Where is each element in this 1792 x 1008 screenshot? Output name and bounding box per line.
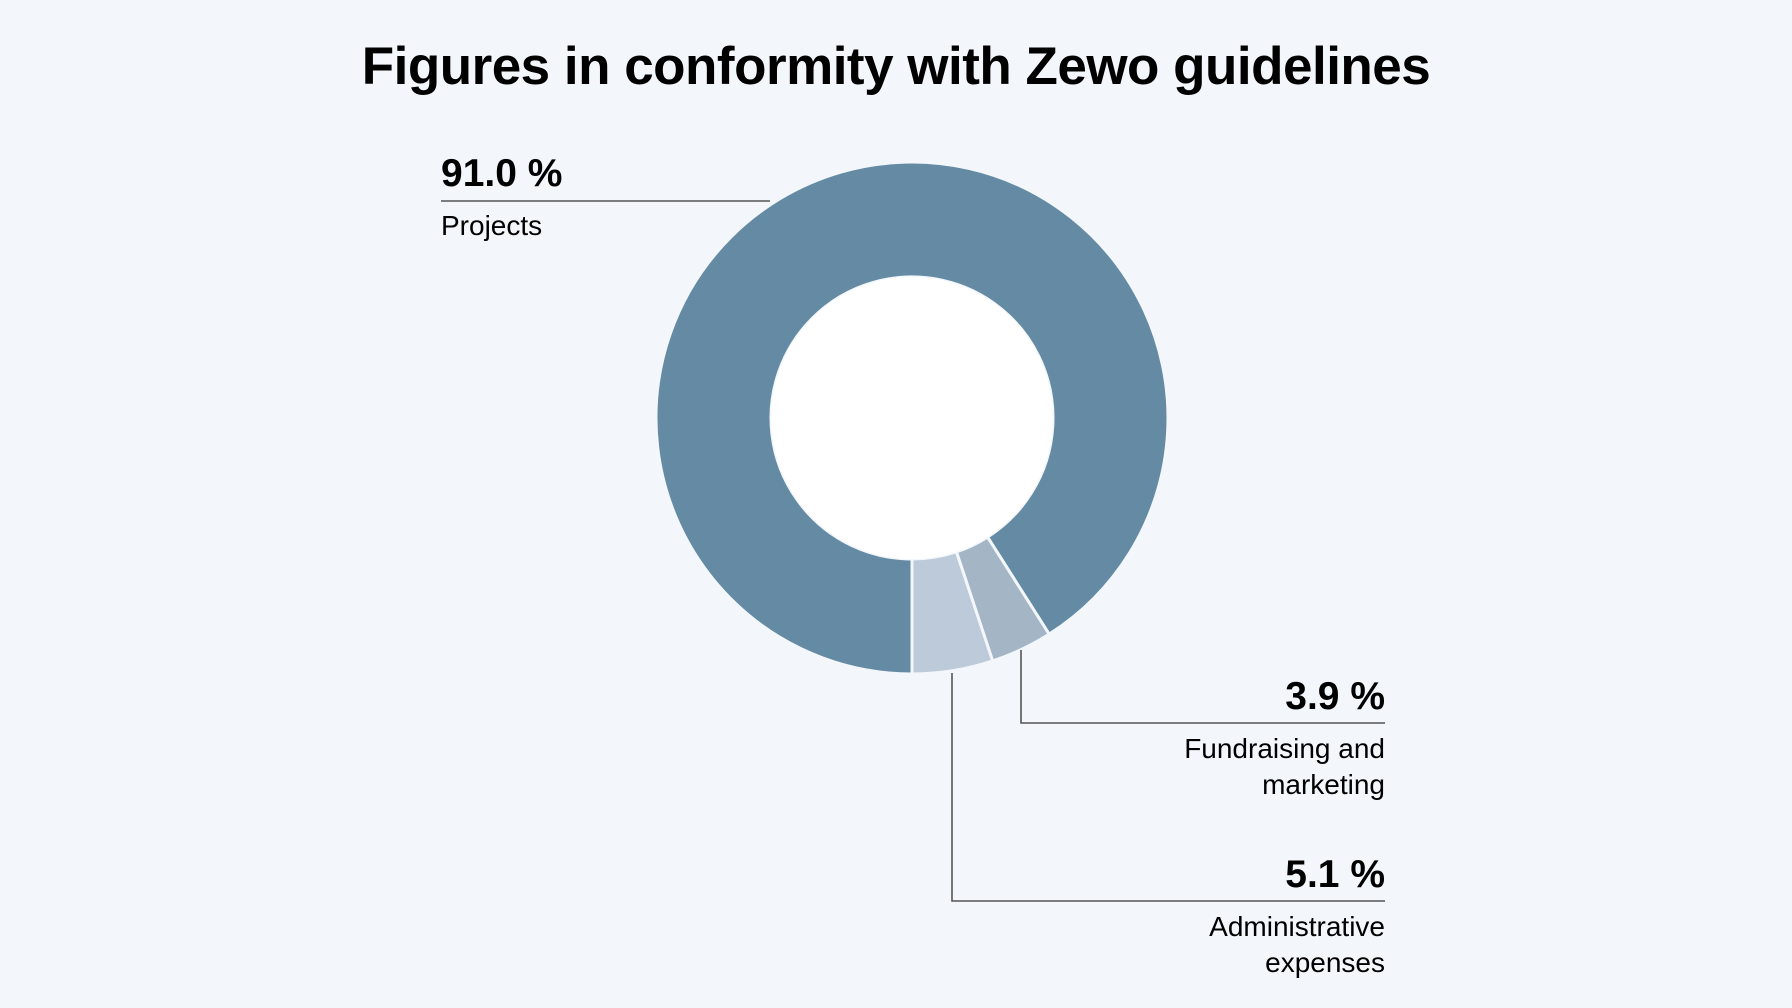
donut-slices: [654, 160, 1170, 676]
value-label-projects: 91.0 %: [441, 152, 562, 195]
category-label-administrative-line1: Administrative: [1209, 911, 1385, 942]
category-label-administrative-line2: expenses: [1265, 947, 1385, 978]
slice-administrative: [910, 549, 995, 676]
value-label-fundraising: 3.9 %: [1285, 675, 1385, 718]
value-label-administrative: 5.1 %: [1285, 853, 1385, 896]
chart-title: Figures in conformity with Zewo guidelin…: [361, 37, 1431, 96]
category-label-projects: Projects: [441, 210, 542, 241]
category-label-fundraising-line2: marketing: [1262, 769, 1385, 800]
slice-projects: [654, 160, 1170, 676]
leader-line-fundraising: [1020, 650, 1385, 724]
leader-line-administrative: [951, 673, 1385, 902]
donut-hole: [771, 277, 1053, 559]
category-label-fundraising-line1: Fundraising and: [1184, 733, 1385, 764]
